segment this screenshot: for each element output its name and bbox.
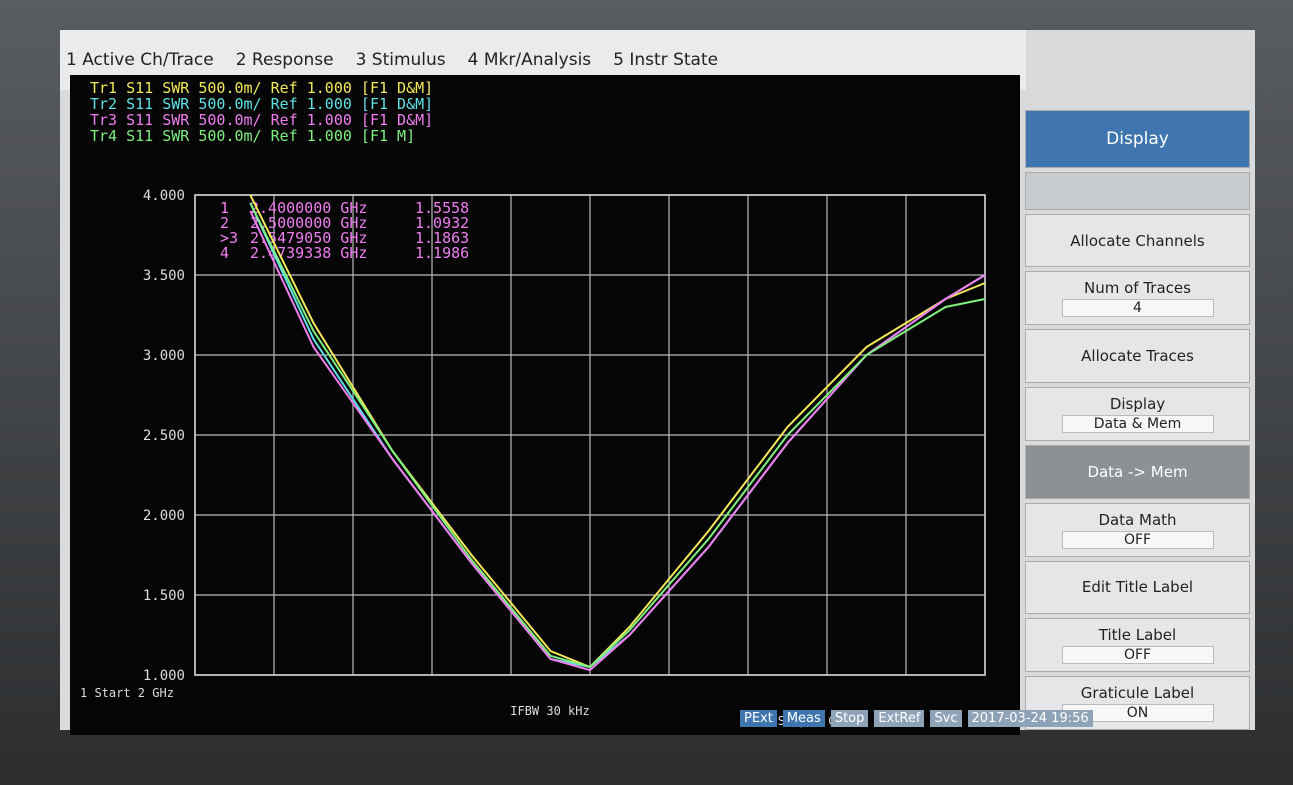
plot-bg [70,75,1020,735]
softkey[interactable]: Data -> Mem [1025,444,1250,499]
value: OFF [1061,530,1214,549]
status-bar: PExt Meas Stop ExtRef Svc 2017-03-24 19:… [740,710,1093,727]
label: Data Math [1098,510,1177,529]
softkey[interactable]: Allocate Channels [1025,213,1250,268]
label: Display [1109,395,1166,414]
trace-header: Tr2 S11 SWR 500.0m/ Ref 1.000 [F1 D&M] [90,95,433,113]
trace-header: Tr1 S11 SWR 500.0m/ Ref 1.000 [F1 D&M] [90,79,433,97]
y-tick-label: 2.500 [143,428,185,444]
trace [249,210,986,672]
softkey-title: Display [1025,110,1250,168]
marker-readout: 1.1863 [415,229,469,247]
marker-readout: 2.4739338 GHz [250,244,367,262]
label: Allocate Channels [1070,231,1205,250]
softkey[interactable]: Title Label OFF [1025,618,1250,673]
label: Num of Traces [1084,279,1191,298]
status-item: Stop [830,710,869,727]
tab[interactable]: 5 Instr State [613,50,719,70]
label: Title Label [1098,626,1177,645]
trace [249,202,986,669]
y-tick-label: 1.000 [143,668,185,684]
label: Allocate Traces [1081,347,1194,366]
status-item: Svc [930,710,962,727]
y-tick-label: 1.500 [143,588,185,604]
tab[interactable]: 4 Mkr/Analysis [467,50,592,70]
marker-readout: 1.0932 [415,214,469,232]
marker-readout: 4 [220,244,229,262]
menu-bar: 1 Active Ch/Trace 2 Response 3 Stimulus … [60,30,1026,90]
label: Display [1106,128,1169,149]
value: OFF [1061,646,1214,665]
marker-readout: 2.5000000 GHz [250,214,367,232]
trace-header: Tr4 S11 SWR 500.0m/ Ref 1.000 [F1 M] [90,127,415,145]
trace-header: Tr3 S11 SWR 500.0m/ Ref 1.000 [F1 D&M] [90,111,433,129]
softkey-panel: Display Allocate Channels Num of Traces 4… [1025,110,1250,730]
softkey[interactable]: Display Data & Mem [1025,387,1250,441]
status-item: ExtRef [874,710,925,727]
marker-readout: 2.4000000 GHz [250,199,367,217]
tab[interactable]: 2 Response [235,50,334,70]
screen: 1 Active Ch/Trace 2 Response 3 Stimulus … [60,30,1255,735]
softkey[interactable]: Data Math OFF [1025,502,1250,557]
softkey[interactable]: Edit Title Label [1025,560,1250,615]
label: Graticule Label [1080,684,1195,703]
marker-readout: 1.1986 [415,244,469,262]
plot: Tr1 S11 SWR 500.0m/ Ref 1.000 [F1 D&M]Tr… [70,75,1020,735]
tab[interactable]: 1 Active Ch/Trace [66,50,214,70]
ifbw-label: IFBW 30 kHz [510,704,589,718]
y-tick-label: 3.500 [143,268,185,284]
marker-readout: 2.5479050 GHz [250,229,367,247]
status-item: Meas [782,710,825,727]
y-tick-label: 3.000 [143,348,185,364]
label: Data -> Mem [1087,462,1188,481]
plot-frame [194,194,986,676]
status-item: PExt [740,710,777,727]
marker-readout: >3 [220,229,238,247]
softkey[interactable]: Num of Traces 4 [1025,271,1250,326]
tab[interactable]: 3 Stimulus [355,50,446,70]
status-item: 2017-03-24 19:56 [967,710,1093,727]
label: Edit Title Label [1081,578,1194,597]
softkey[interactable]: Allocate Traces [1025,329,1250,384]
y-tick-label: 2.000 [143,508,185,524]
marker-readout: 2 [220,214,229,232]
marker-readout: 1.5558 [415,199,469,217]
value: Data & Mem [1061,415,1214,434]
start-label: 1 Start 2 GHz [80,686,174,700]
marker-readout: 1 [220,199,229,217]
scroll-up[interactable] [1025,171,1250,210]
value: 4 [1061,299,1214,318]
value: ON [1061,704,1214,723]
y-tick-label: 4.000 [143,188,185,204]
